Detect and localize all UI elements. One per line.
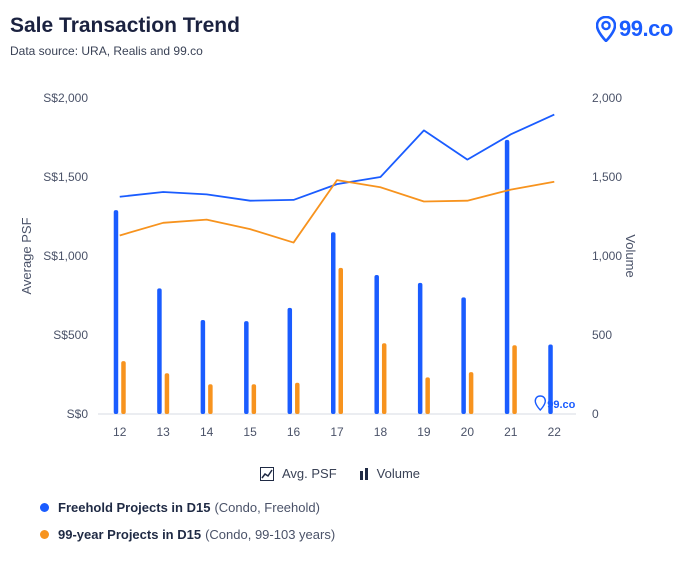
legend-name-freehold: Freehold Projects in D15 (58, 500, 211, 515)
bar-freehold (200, 319, 206, 414)
x-tick-label: 16 (287, 425, 301, 439)
legend-swatch-99-year (40, 530, 49, 539)
legend-name-99-year: 99-year Projects in D15 (58, 527, 202, 542)
legend-avg-psf-label: Avg. PSF (281, 466, 337, 481)
bar-freehold (331, 232, 336, 414)
legend-desc-freehold: (Condo, Freehold) (214, 500, 320, 515)
chart-type-legend: Avg. PSF Volume (0, 466, 680, 481)
bar-99-year (338, 267, 343, 414)
bar-freehold (287, 307, 293, 414)
x-tick-label: 14 (200, 425, 214, 439)
watermark-text: 99.co (547, 399, 575, 411)
y-right-tick-label: 0 (592, 407, 599, 421)
bar-99-year (512, 345, 517, 414)
bar-freehold (113, 210, 119, 414)
legend-volume-label: Volume (376, 466, 421, 481)
bar-freehold (417, 282, 423, 414)
bar-99-year (121, 361, 126, 414)
legend-item-99-year[interactable]: 99-year Projects in D15 (Condo, 99-103 y… (40, 527, 335, 542)
chart-title: Sale Transaction Trend (10, 14, 240, 37)
legend-avg-psf[interactable]: Avg. PSF (259, 466, 337, 481)
legend-desc-99-year: (Condo, 99-103 years) (205, 527, 336, 542)
y-right-tick-label: 2,000 (592, 91, 622, 105)
location-pin-icon (596, 16, 616, 42)
bar-freehold (461, 297, 466, 414)
bar-chart-icon (359, 467, 368, 480)
bar-freehold (157, 288, 162, 414)
x-tick-label: 18 (374, 425, 388, 439)
y-right-tick-label: 1,500 (592, 170, 622, 184)
x-tick-label: 21 (504, 425, 518, 439)
brand-logo: 99.co (596, 16, 673, 42)
legend-swatch-freehold (40, 503, 49, 512)
x-tick-label: 20 (461, 425, 475, 439)
chart-subtitle: Data source: URA, Realis and 99.co (10, 44, 203, 58)
y-right-axis-title: Volume (623, 234, 638, 277)
y-left-tick-label: S$0 (67, 407, 89, 421)
brand-name: 99.co (619, 16, 673, 41)
bar-99-year (295, 382, 300, 414)
line-chart-icon (259, 466, 274, 481)
legend-item-freehold[interactable]: Freehold Projects in D15 (Condo, Freehol… (40, 500, 335, 515)
x-tick-label: 19 (417, 425, 431, 439)
chart-area: S$0 S$500 S$1,000 S$1,500 S$2,000 0 500 1,000 1,… (19, 91, 638, 439)
x-tick-label: 22 (548, 425, 562, 439)
x-tick-label: 13 (157, 425, 171, 439)
bar-99-year (251, 384, 257, 414)
y-left-tick-label: S$2,000 (43, 91, 88, 105)
bar-99-year (468, 372, 474, 414)
x-tick-label: 12 (113, 425, 127, 439)
watermark-pin-icon (534, 395, 546, 411)
legend-volume[interactable]: Volume (359, 466, 420, 481)
bar-99-year (381, 343, 387, 414)
bar-freehold (548, 344, 553, 414)
series-legend: Freehold Projects in D15 (Condo, Freehol… (40, 500, 335, 554)
x-tick-label: 17 (330, 425, 344, 439)
y-right-tick-label: 1,000 (592, 249, 622, 263)
line-series-freehold (119, 113, 555, 202)
y-left-tick-label: S$1,000 (43, 249, 88, 263)
bar-freehold (244, 321, 249, 414)
bar-99-year (425, 377, 430, 414)
y-right-tick-label: 500 (592, 328, 612, 342)
y-left-axis-title: Average PSF (19, 217, 34, 294)
bar-99-year (208, 384, 213, 414)
y-left-tick-label: S$500 (53, 328, 88, 342)
y-left-tick-label: S$1,500 (43, 170, 88, 184)
bar-freehold (374, 274, 379, 414)
x-tick-label: 15 (243, 425, 257, 439)
bar-freehold (504, 139, 510, 414)
line-series-99-year (119, 179, 555, 244)
bar-99-year (164, 373, 170, 414)
